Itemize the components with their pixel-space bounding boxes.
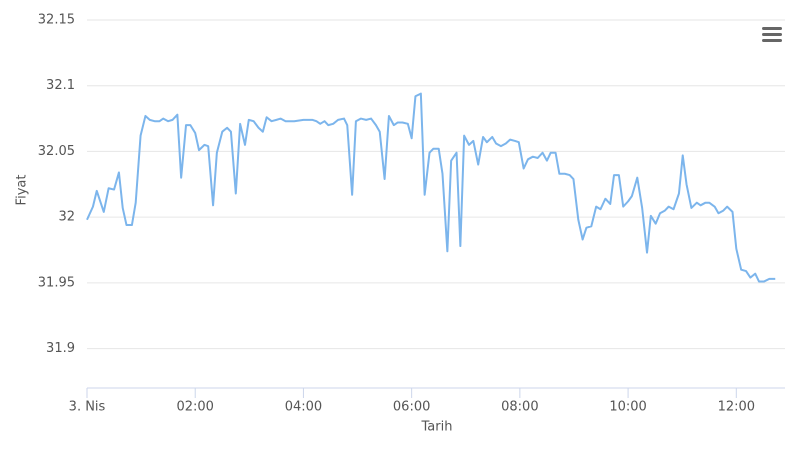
menu-bar xyxy=(762,27,782,30)
line-series xyxy=(86,92,776,283)
x-tick-label: 04:00 xyxy=(285,400,322,415)
x-tick-label: 02:00 xyxy=(176,400,213,415)
x-tick-label: 3. Nis xyxy=(69,400,106,415)
x-axis-title: Tarih xyxy=(421,420,453,435)
x-tick-label: 12:00 xyxy=(718,400,755,415)
y-tick-label: 32.15 xyxy=(38,13,75,28)
x-tick-label: 06:00 xyxy=(393,400,430,415)
y-tick-label: 32.1 xyxy=(46,78,75,93)
y-tick-label: 32.05 xyxy=(38,144,75,159)
y-tick-label: 31.95 xyxy=(38,275,75,290)
menu-bar xyxy=(762,39,782,42)
y-tick-label: 31.9 xyxy=(46,341,75,356)
y-axis-title: Fiyat xyxy=(15,175,30,206)
x-tick-label: 10:00 xyxy=(609,400,646,415)
y-tick-label: 32 xyxy=(58,210,75,225)
x-tick-label: 08:00 xyxy=(501,400,538,415)
menu-bar xyxy=(762,33,782,36)
menu-button[interactable] xyxy=(762,27,782,42)
